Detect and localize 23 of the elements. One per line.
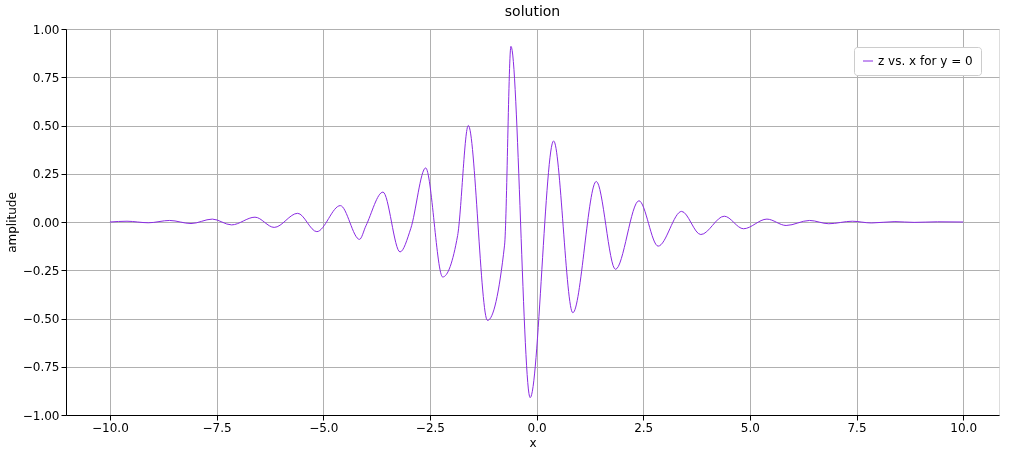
y-tick-label: 0.00: [32, 215, 60, 230]
x-tick-label: 2.5: [634, 420, 654, 435]
x-axis-title: x: [529, 435, 537, 450]
x-tick-label: 5.0: [740, 420, 760, 435]
x-tick-label: −10.0: [92, 420, 129, 435]
y-tick-label: 0.25: [32, 167, 60, 182]
x-tick-label: −5.0: [309, 420, 339, 435]
line-series: [109, 45, 964, 399]
y-tick-label: 0.75: [32, 70, 60, 85]
x-tick-label: 0.0: [527, 420, 547, 435]
y-tick-label: −1.00: [22, 408, 60, 423]
y-axis-title: amplitude: [4, 192, 19, 253]
x-tick-label: 7.5: [847, 420, 867, 435]
y-tick-label: −0.25: [22, 263, 60, 278]
y-tick-label: 0.50: [32, 119, 60, 133]
x-tick-label: 10.0: [950, 420, 978, 435]
x-tick-label: −2.5: [415, 420, 445, 435]
chart-title: solution: [504, 3, 561, 19]
y-tick-label: 1.00: [32, 22, 60, 37]
y-tick-label: −0.75: [22, 360, 60, 375]
legend-label: z vs. x for y = 0: [878, 54, 973, 68]
x-tick-label: −7.5: [202, 420, 232, 435]
y-tick-label: −0.50: [22, 312, 60, 326]
